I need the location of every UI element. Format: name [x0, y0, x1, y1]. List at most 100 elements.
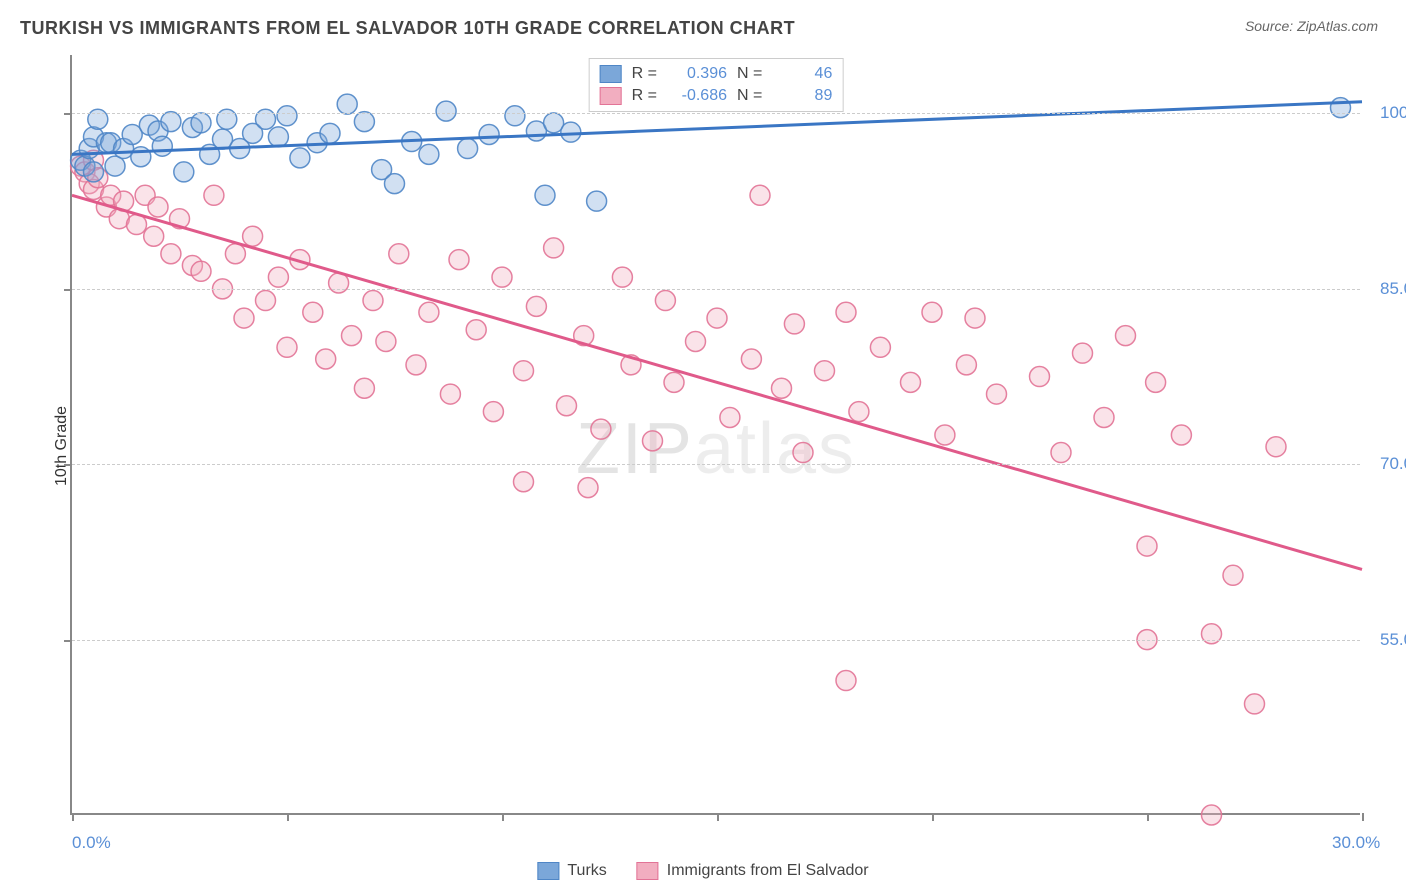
data-point: [389, 244, 409, 264]
data-point: [449, 250, 469, 270]
data-point: [720, 407, 740, 427]
x-tick-label: 0.0%: [72, 833, 111, 853]
data-point: [204, 185, 224, 205]
data-point: [836, 302, 856, 322]
data-point: [492, 267, 512, 287]
data-point: [514, 472, 534, 492]
legend-item-turks: Turks: [537, 862, 606, 880]
r-value-elsalvador: -0.686: [667, 87, 727, 105]
data-point: [784, 314, 804, 334]
data-point: [1116, 326, 1136, 346]
y-tick-label: 85.0%: [1380, 279, 1406, 299]
data-point: [1073, 343, 1093, 363]
data-point: [707, 308, 727, 328]
x-tick-label: 30.0%: [1332, 833, 1380, 853]
data-point: [243, 226, 263, 246]
scatter-svg: [72, 55, 1360, 813]
data-point: [1171, 425, 1191, 445]
data-point: [225, 244, 245, 264]
x-tick: [1362, 813, 1364, 821]
data-point: [191, 113, 211, 133]
data-point: [419, 144, 439, 164]
data-point: [1223, 565, 1243, 585]
data-point: [161, 112, 181, 132]
x-tick: [1147, 813, 1149, 821]
y-tick-label: 70.0%: [1380, 454, 1406, 474]
data-point: [148, 197, 168, 217]
data-point: [256, 291, 276, 311]
data-point: [479, 125, 499, 145]
data-point: [664, 372, 684, 392]
data-point: [268, 127, 288, 147]
data-point: [557, 396, 577, 416]
n-label: N =: [737, 65, 762, 83]
data-point: [354, 378, 374, 398]
y-tick-label: 100.0%: [1380, 103, 1406, 123]
x-tick: [287, 813, 289, 821]
data-point: [849, 402, 869, 422]
title-bar: TURKISH VS IMMIGRANTS FROM EL SALVADOR 1…: [20, 18, 1386, 39]
data-point: [268, 267, 288, 287]
data-point: [483, 402, 503, 422]
data-point: [591, 419, 611, 439]
legend-row-elsalvador: R = -0.686 N = 89: [600, 85, 833, 107]
x-tick: [717, 813, 719, 821]
data-point: [152, 136, 172, 156]
data-point: [419, 302, 439, 322]
data-point: [1030, 367, 1050, 387]
data-point: [815, 361, 835, 381]
data-point: [793, 443, 813, 463]
data-point: [870, 337, 890, 357]
legend-swatch-turks: [600, 65, 622, 83]
x-tick: [502, 813, 504, 821]
data-point: [1137, 536, 1157, 556]
data-point: [342, 326, 362, 346]
y-tick: [64, 640, 72, 642]
data-point: [655, 291, 675, 311]
data-point: [1094, 407, 1114, 427]
data-point: [772, 378, 792, 398]
data-point: [1245, 694, 1265, 714]
data-point: [836, 671, 856, 691]
r-value-turks: 0.396: [667, 65, 727, 83]
legend-row-turks: R = 0.396 N = 46: [600, 63, 833, 85]
data-point: [1331, 98, 1351, 118]
data-point: [544, 238, 564, 258]
data-point: [256, 109, 276, 129]
data-point: [161, 244, 181, 264]
r-label: R =: [632, 87, 657, 105]
r-label: R =: [632, 65, 657, 83]
data-point: [290, 148, 310, 168]
data-point: [234, 308, 254, 328]
data-point: [1266, 437, 1286, 457]
n-value-elsalvador: 89: [772, 87, 832, 105]
chart-container: TURKISH VS IMMIGRANTS FROM EL SALVADOR 1…: [0, 0, 1406, 892]
data-point: [88, 109, 108, 129]
data-point: [354, 112, 374, 132]
legend-swatch-elsalvador-icon: [637, 862, 659, 880]
data-point: [217, 109, 237, 129]
data-point: [750, 185, 770, 205]
data-point: [987, 384, 1007, 404]
data-point: [376, 331, 396, 351]
data-point: [1202, 624, 1222, 644]
source-label: Source: ZipAtlas.com: [1245, 18, 1378, 34]
data-point: [277, 106, 297, 126]
data-point: [144, 226, 164, 246]
data-point: [965, 308, 985, 328]
n-value-turks: 46: [772, 65, 832, 83]
data-point: [406, 355, 426, 375]
data-point: [303, 302, 323, 322]
data-point: [612, 267, 632, 287]
data-point: [174, 162, 194, 182]
data-point: [922, 302, 942, 322]
y-tick-label: 55.0%: [1380, 630, 1406, 650]
correlation-legend: R = 0.396 N = 46 R = -0.686 N = 89: [589, 58, 844, 112]
data-point: [320, 123, 340, 143]
data-point: [337, 94, 357, 114]
data-point: [1202, 805, 1222, 825]
data-point: [526, 296, 546, 316]
data-point: [505, 106, 525, 126]
chart-title: TURKISH VS IMMIGRANTS FROM EL SALVADOR 1…: [20, 18, 795, 38]
data-point: [643, 431, 663, 451]
